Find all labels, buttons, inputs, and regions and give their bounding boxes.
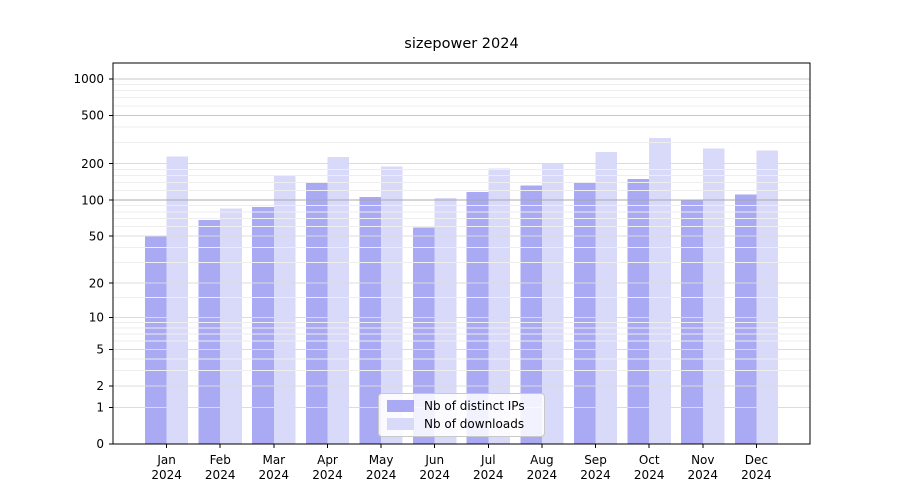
bar-ips-feb [198, 220, 221, 444]
bar-ips-oct [627, 178, 650, 445]
bar-ips-sep [573, 182, 596, 445]
x-tick-label-jan: Jan 2024 [151, 453, 182, 482]
bar-ips-may [359, 197, 382, 444]
x-tick-label-apr: Apr 2024 [312, 453, 343, 482]
bar-downloads-oct [649, 137, 671, 445]
x-tick-label-nov: Nov 2024 [688, 453, 719, 482]
bar-downloads-jun [434, 198, 457, 444]
bar-downloads-jul [488, 168, 510, 444]
legend-label-downloads: Nb of downloads [424, 417, 525, 431]
bar-downloads-feb [220, 208, 242, 444]
legend-swatch-distinct-ips-icon [387, 400, 414, 412]
y-tick-label-20: 20 [89, 276, 104, 290]
bar-downloads-mar [273, 174, 296, 445]
x-tick-label-dec: Dec 2024 [741, 453, 772, 482]
bar-ips-dec [734, 194, 757, 444]
bar-ips-jan [145, 236, 167, 444]
y-tick-label-1000: 1000 [73, 72, 104, 86]
x-tick-label-feb: Feb 2024 [205, 453, 236, 482]
chart-title: sizepower 2024 [404, 36, 519, 52]
bar-ips-aug [520, 185, 542, 444]
y-tick-label-200: 200 [81, 157, 104, 171]
y-tick-label-1: 1 [96, 401, 104, 415]
plot-border [112, 62, 811, 445]
bar-ips-mar [252, 206, 274, 444]
y-tick-label-0: 0 [96, 437, 104, 451]
y-tick-label-100: 100 [81, 193, 104, 207]
legend-item-downloads: Nb of downloads [387, 417, 536, 431]
x-tick-label-may: May 2024 [366, 453, 397, 482]
x-tick-label-aug: Aug 2024 [527, 453, 558, 482]
legend: Nb of distinct IPs Nb of downloads [378, 393, 545, 437]
bar-downloads-aug [541, 164, 564, 444]
bar-ips-jul [466, 191, 489, 444]
bar-ips-apr [305, 182, 328, 445]
bar-downloads-nov [702, 148, 725, 444]
y-tick-label-5: 5 [96, 343, 104, 357]
x-tick-label-sep: Sep 2024 [580, 453, 611, 482]
x-tick-label-jul: Jul 2024 [473, 453, 504, 482]
legend-item-distinct-ips: Nb of distinct IPs [387, 399, 536, 413]
bar-downloads-apr [327, 157, 350, 444]
x-tick-label-mar: Mar 2024 [259, 453, 290, 482]
legend-label-distinct-ips: Nb of distinct IPs [424, 399, 525, 413]
legend-swatch-downloads-icon [387, 418, 414, 430]
y-tick-label-50: 50 [89, 229, 104, 243]
y-tick-label-2: 2 [96, 379, 104, 393]
y-tick-label-500: 500 [81, 109, 104, 123]
x-tick-label-oct: Oct 2024 [634, 453, 665, 482]
y-tick-label-10: 10 [89, 311, 104, 325]
x-tick-label-jun: Jun 2024 [419, 453, 450, 482]
bar-ips-jun [413, 227, 435, 444]
bar-downloads-jan [166, 156, 189, 444]
